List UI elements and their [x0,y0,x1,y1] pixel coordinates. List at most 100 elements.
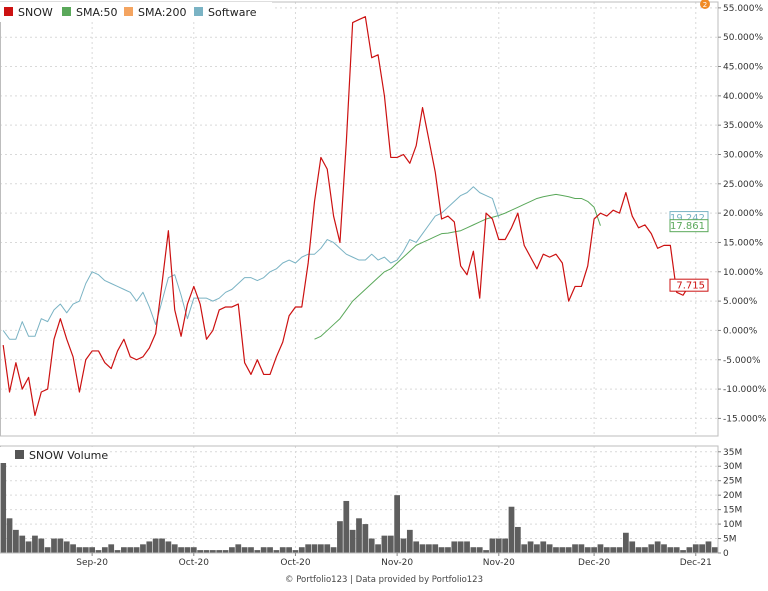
volume-bar [546,544,553,553]
volume-bar [317,544,324,553]
volume-bar [254,550,261,553]
volume-tick-label: 25M [723,477,742,487]
logo-badge[interactable]: 2 [700,0,710,9]
volume-bar [426,544,432,553]
volume-bar [680,550,686,553]
volume-bar [711,547,718,553]
volume-bar [406,529,413,553]
series-line-snow [2,16,690,417]
y-tick-label: -15.000% [723,414,767,424]
x-tick-label: Oct-20 [280,558,311,568]
volume-bar [578,544,585,553]
volume-bar [642,547,648,553]
volume-bar [235,544,242,553]
volume-bar [464,541,470,553]
last-value-label: 17.861 [670,221,705,232]
volume-bar [32,535,38,553]
volume-bar [483,550,489,553]
volume-bar [279,547,286,553]
price-legend[interactable]: SNOW SMA:50 SMA:200 Software [0,2,272,22]
volume-bar [629,541,636,553]
last-value-label: 7.715 [676,281,705,292]
volume-tick-label: 30M [723,462,742,472]
volume-legend-label: SNOW Volume [29,449,108,462]
volume-bar [356,518,362,553]
volume-bar [572,544,578,553]
volume-bar [635,547,642,553]
y-tick-label: 35.000% [723,121,763,131]
volume-bar [13,529,19,553]
volume-bar [622,532,629,553]
last-value-box [669,219,709,233]
volume-bar [121,547,127,553]
y-tick-label: 15.000% [723,238,763,248]
volume-tick-label: 10M [723,520,742,530]
volume-tick-label: 0 [723,549,729,559]
volume-bar [209,550,216,553]
y-tick-label: 45.000% [723,63,763,73]
y-tick-label: 50.000% [723,33,763,43]
volume-bar [165,541,172,553]
volume-bar [152,538,159,553]
volume-bar [171,544,178,553]
volume-bar [89,547,96,553]
volume-bar [292,550,299,553]
legend-label[interactable]: Software [208,6,257,19]
volume-bar [19,535,26,553]
x-tick-label: Nov-20 [483,558,515,568]
volume-bar [127,547,134,553]
volume-tick-label: 15M [723,506,742,516]
volume-bar [229,547,235,553]
volume-bar [375,544,381,553]
volume-bar [368,538,375,553]
volume-bar [476,547,483,553]
volume-bar [298,547,305,553]
logo-text: 2 [703,1,707,9]
y-tick-label: -10.000% [723,385,767,395]
legend-label[interactable]: SNOW [18,6,53,19]
volume-bar [203,550,210,553]
volume-bar [311,544,318,553]
volume-bar [349,529,356,553]
volume-bar [457,541,464,553]
volume-bar [667,547,674,553]
volume-bar [381,535,388,553]
volume-bar [489,538,496,553]
y-tick-label: 30.000% [723,150,763,160]
volume-tick-label: 5M [723,535,737,545]
volume-bar [591,547,597,553]
volume-bar [534,544,540,553]
volume-bar [451,541,458,553]
volume-bar [146,541,153,553]
x-tick-label: Nov-20 [381,558,413,568]
x-tick-label: Sep-20 [76,558,108,568]
volume-bar [133,547,140,553]
y-tick-label: 20.000% [723,209,763,219]
volume-bar [603,547,610,553]
y-tick-label: 55.000% [723,4,763,14]
volume-bar [540,541,547,553]
volume-bar [57,538,64,553]
volume-tick-label: 20M [723,491,742,501]
legend-swatch [62,7,71,16]
volume-bar [114,550,121,553]
volume-bar [559,547,566,553]
x-tick-label: Dec-20 [578,558,610,568]
volume-bar [222,550,229,553]
volume-bar [286,547,292,553]
volume-tick-label: 35M [723,448,742,458]
volume-legend: SNOW Volume [0,447,110,463]
legend-label[interactable]: SMA:50 [76,6,118,19]
volume-bar [159,538,165,553]
volume-bar [362,524,369,553]
logo-icon [700,0,710,9]
volume-bar [432,544,439,553]
volume-bar [44,547,51,553]
volume-bar [394,495,401,553]
volume-bar [521,544,528,553]
legend-label[interactable]: SMA:200 [138,6,187,19]
volume-bar [273,550,280,553]
y-axis-ticks: 55.000% 50.000% 45.000% 40.000% 35.000% 30.00… [718,4,767,559]
volume-bar [216,550,223,553]
volume-bar [63,541,70,553]
